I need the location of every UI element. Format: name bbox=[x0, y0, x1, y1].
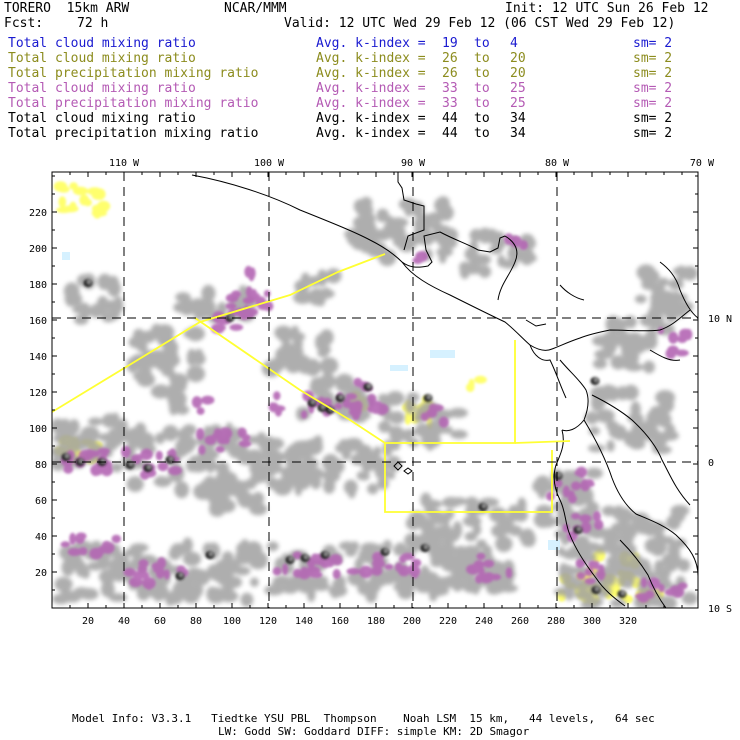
x-axis-ticks: 20 40 60 80 100 120 140 160 180 200 220 240 260 280 30… bbox=[69, 172, 683, 627]
model-info: Model Info: V3.3.1 Tiedtke YSU PBL Thomp… bbox=[72, 712, 655, 725]
legend-index-label: Avg. k-index = bbox=[316, 36, 426, 51]
legend-from: 33 bbox=[442, 81, 458, 96]
legend-field: Total precipitation mixing ratio bbox=[8, 66, 259, 81]
legend-to: 20 bbox=[510, 51, 526, 66]
legend-from: 44 bbox=[442, 111, 458, 126]
dense-cloud-layer bbox=[61, 279, 627, 598]
legend-to: 25 bbox=[510, 81, 526, 96]
legend-sm: sm= 2 bbox=[633, 66, 673, 81]
legend-index-label: Avg. k-index = bbox=[316, 126, 426, 141]
forecast-hours: 72 h bbox=[77, 16, 109, 31]
x-tick-label: 80 bbox=[190, 616, 202, 627]
x-tick-label: 240 bbox=[475, 616, 493, 627]
x-tick-label: 20 bbox=[82, 616, 94, 627]
legend-to-word: to bbox=[474, 36, 490, 51]
physics-info: LW: Godd SW: Goddard DIFF: simple KM: 2D… bbox=[218, 725, 530, 738]
x-tick-label: 120 bbox=[259, 616, 277, 627]
legend-to: 34 bbox=[510, 126, 526, 141]
legend-to-word: to bbox=[474, 126, 490, 141]
legend-field: Total cloud mixing ratio bbox=[8, 36, 196, 51]
legend-to-word: to bbox=[474, 66, 490, 81]
x-tick-label: 140 bbox=[295, 616, 313, 627]
legend-sm: sm= 2 bbox=[633, 126, 673, 141]
legend-index-label: Avg. k-index = bbox=[316, 96, 426, 111]
x-tick-label: 260 bbox=[511, 616, 529, 627]
legend-sm: sm= 2 bbox=[633, 51, 673, 66]
longitude-label: 90 W bbox=[401, 158, 426, 169]
legend-from: 19 bbox=[442, 36, 458, 51]
legend-index-label: Avg. k-index = bbox=[316, 81, 426, 96]
legend-sm: sm= 2 bbox=[633, 96, 673, 111]
x-tick-label: 40 bbox=[118, 616, 130, 627]
y-tick-label: 220 bbox=[29, 208, 47, 219]
legend-from: 44 bbox=[442, 126, 458, 141]
legend-to: 25 bbox=[510, 96, 526, 111]
y-tick-label: 160 bbox=[29, 316, 47, 327]
forecast-label: Fcst: bbox=[4, 16, 44, 31]
longitude-label: 110 W bbox=[109, 158, 140, 169]
x-tick-label: 200 bbox=[403, 616, 421, 627]
y-tick-label: 40 bbox=[35, 532, 47, 543]
model-title: TORERO 15km ARW bbox=[4, 1, 130, 16]
x-tick-label: 300 bbox=[583, 616, 601, 627]
latitude-label: 0 bbox=[708, 458, 714, 469]
precip-layer bbox=[60, 233, 693, 603]
y-tick-label: 200 bbox=[29, 244, 47, 255]
legend-to: 34 bbox=[510, 111, 526, 126]
y-tick-label: 120 bbox=[29, 388, 47, 399]
legend-from: 26 bbox=[442, 51, 458, 66]
x-tick-label: 220 bbox=[439, 616, 457, 627]
y-tick-label: 20 bbox=[35, 568, 47, 579]
y-tick-label: 180 bbox=[29, 280, 47, 291]
legend-index-label: Avg. k-index = bbox=[316, 51, 426, 66]
y-tick-label: 60 bbox=[35, 496, 47, 507]
legend-index-label: Avg. k-index = bbox=[316, 66, 426, 81]
init-time: Init: 12 UTC Sun 26 Feb 12 bbox=[505, 1, 709, 16]
legend-field: Total cloud mixing ratio bbox=[8, 51, 196, 66]
y-tick-label: 100 bbox=[29, 424, 47, 435]
legend-to-word: to bbox=[474, 81, 490, 96]
legend-field: Total precipitation mixing ratio bbox=[8, 126, 259, 141]
legend-to: 4 bbox=[510, 36, 518, 51]
legend-to: 20 bbox=[510, 66, 526, 81]
boundary-lines bbox=[52, 253, 571, 513]
legend-to-word: to bbox=[474, 111, 490, 126]
organization: NCAR/MMM bbox=[224, 1, 287, 16]
y-tick-label: 80 bbox=[35, 460, 47, 471]
legend-to-word: to bbox=[474, 96, 490, 111]
legend-sm: sm= 2 bbox=[633, 81, 673, 96]
legend-to-word: to bbox=[474, 51, 490, 66]
legend-field: Total cloud mixing ratio bbox=[8, 81, 196, 96]
light-blue-layer bbox=[62, 252, 560, 550]
longitude-label: 100 W bbox=[254, 158, 285, 169]
legend-sm: sm= 2 bbox=[633, 111, 673, 126]
x-tick-label: 320 bbox=[619, 616, 637, 627]
legend-field: Total precipitation mixing ratio bbox=[8, 96, 259, 111]
valid-time: Valid: 12 UTC Wed 29 Feb 12 (06 CST Wed … bbox=[284, 16, 676, 31]
y-tick-label: 140 bbox=[29, 352, 47, 363]
longitude-label: 80 W bbox=[545, 158, 570, 169]
legend-index-label: Avg. k-index = bbox=[316, 111, 426, 126]
legend-from: 33 bbox=[442, 96, 458, 111]
x-tick-label: 100 bbox=[223, 616, 241, 627]
legend-field: Total cloud mixing ratio bbox=[8, 111, 196, 126]
longitude-label: 70 W bbox=[690, 158, 715, 169]
latitude-labels: 10 N 0 10 S bbox=[708, 314, 732, 615]
map-frame bbox=[51, 171, 699, 609]
x-tick-label: 160 bbox=[331, 616, 349, 627]
grid-lines bbox=[52, 172, 698, 608]
x-tick-label: 180 bbox=[367, 616, 385, 627]
latitude-label: 10 N bbox=[708, 314, 732, 325]
latitude-label: 10 S bbox=[708, 604, 732, 615]
x-tick-label: 280 bbox=[547, 616, 565, 627]
longitude-labels: 110 W 100 W 90 W 80 W 70 W bbox=[109, 158, 715, 169]
x-tick-label: 60 bbox=[154, 616, 166, 627]
y-axis-ticks: 20 40 60 80 100 120 140 160 180 200 220 bbox=[29, 175, 698, 591]
legend-sm: sm= 2 bbox=[633, 36, 673, 51]
legend-from: 26 bbox=[442, 66, 458, 81]
